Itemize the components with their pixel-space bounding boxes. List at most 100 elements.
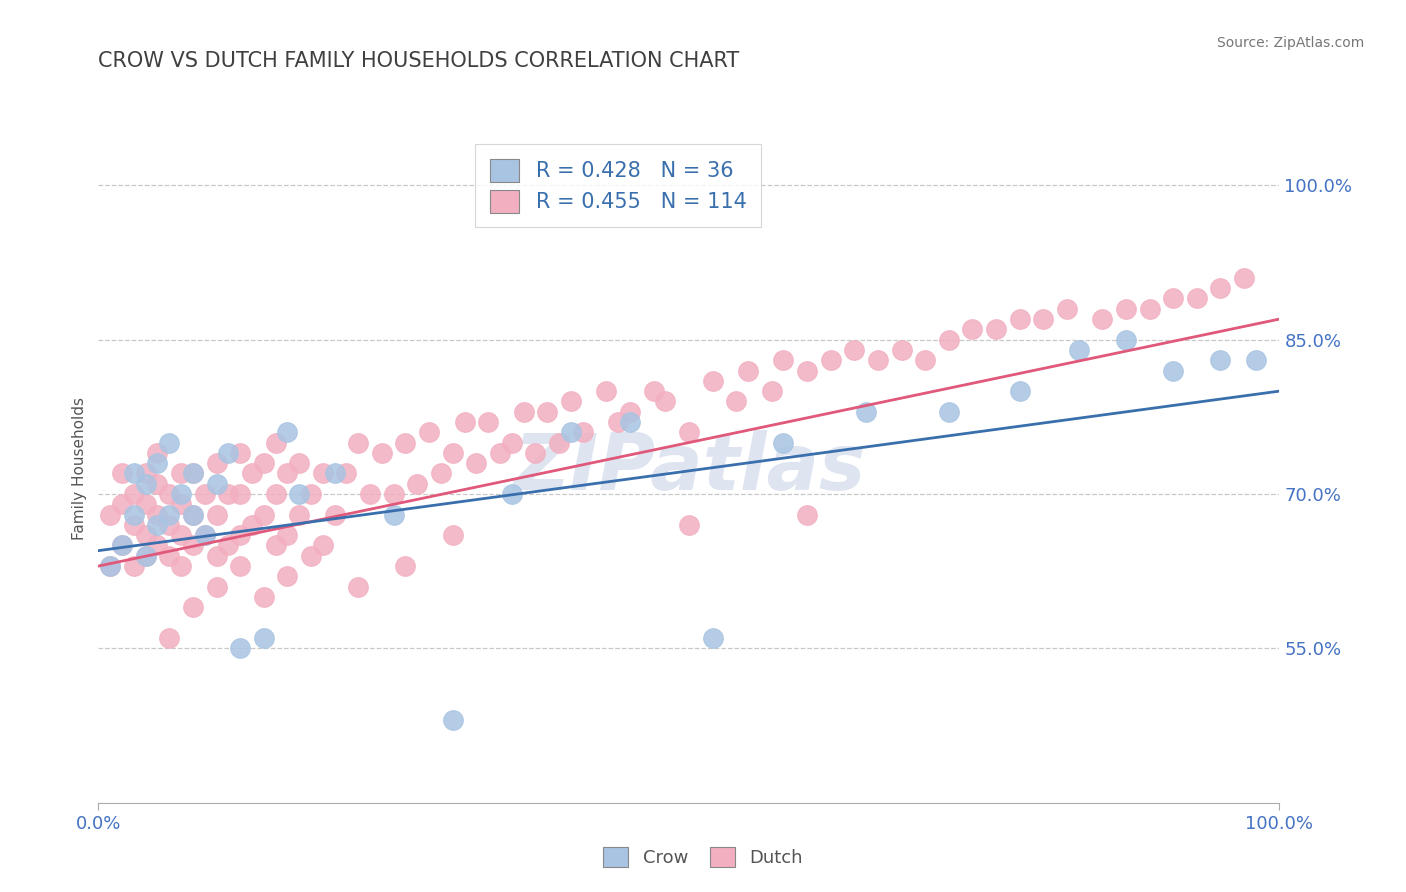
Point [217,487,239,501]
Point [264,435,287,450]
Point [135,528,157,542]
Point [276,467,298,481]
Point [146,456,169,470]
Point [122,467,145,481]
Point [371,446,394,460]
Point [146,476,169,491]
Point [1032,312,1054,326]
Point [229,641,252,656]
Y-axis label: Family Households: Family Households [72,397,87,540]
Point [98,559,121,574]
Point [276,528,298,542]
Point [288,508,311,522]
Point [1067,343,1090,357]
Point [890,343,912,357]
Point [264,539,287,553]
Point [560,425,582,440]
Point [938,333,960,347]
Point [288,487,311,501]
Point [702,631,724,645]
Point [737,363,759,377]
Point [548,435,571,450]
Point [170,497,193,511]
Point [394,559,416,574]
Point [157,549,180,563]
Point [181,539,204,553]
Point [111,467,134,481]
Point [323,508,346,522]
Point [146,517,169,532]
Point [441,528,464,542]
Point [240,517,263,532]
Point [194,487,217,501]
Point [725,394,748,409]
Point [702,374,724,388]
Point [619,415,641,429]
Point [135,467,157,481]
Point [654,394,676,409]
Point [643,384,665,398]
Point [1244,353,1267,368]
Point [122,487,145,501]
Point [607,415,630,429]
Point [796,363,818,377]
Point [512,405,534,419]
Point [595,384,617,398]
Point [382,508,405,522]
Point [135,497,157,511]
Point [253,508,276,522]
Point [229,487,252,501]
Point [1008,384,1031,398]
Point [524,446,547,460]
Point [170,467,193,481]
Point [536,405,558,419]
Point [772,353,794,368]
Legend: R = 0.428   N = 36, R = 0.455   N = 114: R = 0.428 N = 36, R = 0.455 N = 114 [475,145,761,227]
Point [678,517,700,532]
Point [181,508,204,522]
Point [678,425,700,440]
Point [240,467,263,481]
Point [1209,281,1232,295]
Point [111,497,134,511]
Point [1161,363,1184,377]
Point [441,446,464,460]
Point [157,508,180,522]
Point [299,487,322,501]
Point [761,384,783,398]
Point [465,456,488,470]
Point [1008,312,1031,326]
Point [347,435,370,450]
Point [312,467,335,481]
Point [1091,312,1114,326]
Text: CROW VS DUTCH FAMILY HOUSEHOLDS CORRELATION CHART: CROW VS DUTCH FAMILY HOUSEHOLDS CORRELAT… [98,52,740,71]
Point [855,405,877,419]
Legend: Crow, Dutch: Crow, Dutch [596,839,810,874]
Point [489,446,512,460]
Point [772,435,794,450]
Point [217,446,239,460]
Point [135,549,157,563]
Point [619,405,641,419]
Point [571,425,593,440]
Point [253,590,276,604]
Point [217,539,239,553]
Point [1139,301,1161,316]
Point [229,446,252,460]
Point [205,580,228,594]
Point [157,435,180,450]
Point [359,487,381,501]
Point [205,508,228,522]
Point [962,322,984,336]
Point [441,714,464,728]
Point [276,569,298,583]
Point [844,343,866,357]
Text: Source: ZipAtlas.com: Source: ZipAtlas.com [1216,36,1364,50]
Point [560,394,582,409]
Point [170,528,193,542]
Point [1115,301,1137,316]
Point [347,580,370,594]
Point [406,476,429,491]
Point [98,508,121,522]
Point [194,528,217,542]
